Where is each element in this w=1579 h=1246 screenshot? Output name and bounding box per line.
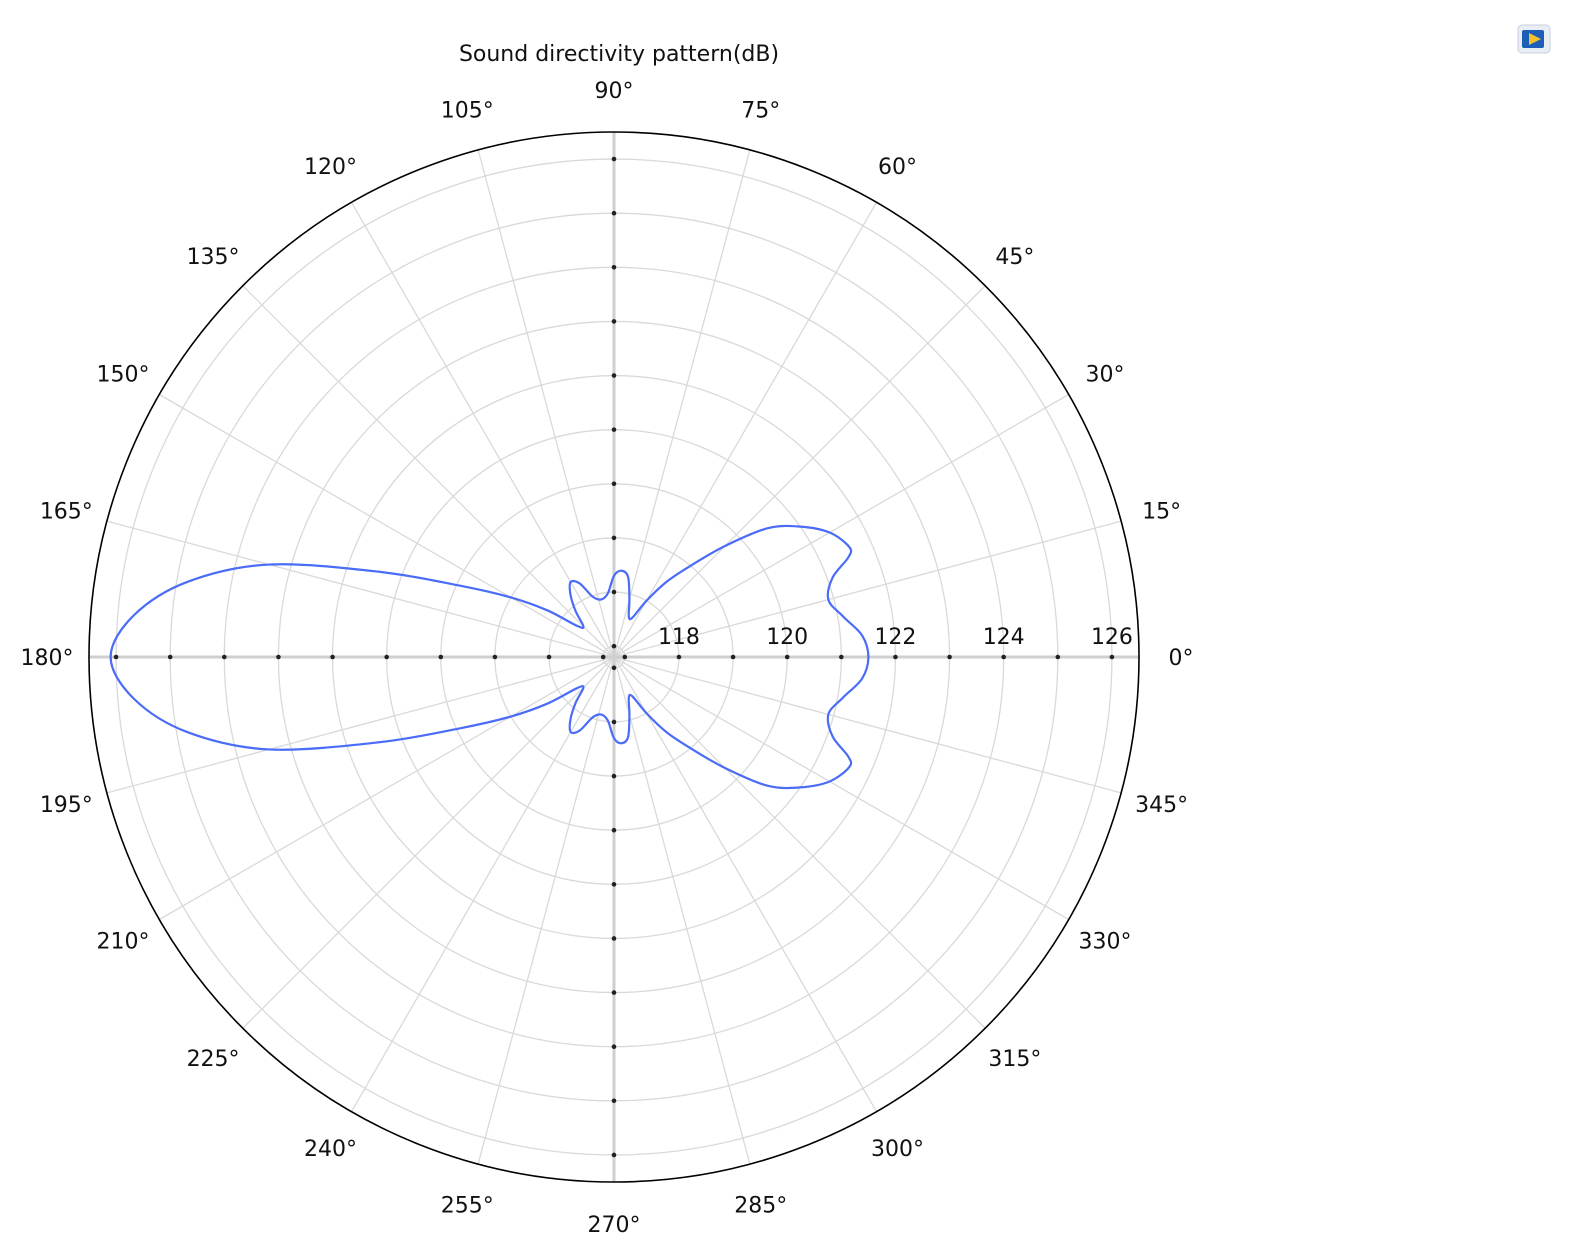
chart-title: Sound directivity pattern(dB) (459, 42, 779, 67)
grid-spoke (613, 149, 751, 658)
axis-tick-mark (893, 654, 898, 660)
angle-tick-label: 180° (21, 646, 74, 671)
axis-tick-mark (600, 654, 606, 660)
angle-tick-label: 270° (588, 1213, 641, 1238)
angle-tick-label: 330° (1079, 930, 1132, 955)
angle-tick-label: 315° (988, 1047, 1041, 1072)
axis-tick-mark (276, 654, 281, 660)
grid-spoke (106, 520, 615, 658)
axis-tick-mark (611, 1098, 617, 1104)
angle-tick-label: 45° (995, 245, 1034, 270)
angle-tick-label: 75° (741, 98, 780, 123)
axis-tick-mark (611, 156, 617, 162)
radial-tick-label: 118 (658, 625, 700, 650)
axis-tick-mark (730, 654, 736, 660)
angle-tick-label: 150° (96, 363, 149, 388)
axis-tick-mark (1001, 654, 1006, 660)
axis-tick-mark (947, 654, 952, 660)
radial-tick-label: 126 (1091, 625, 1133, 650)
axis-tick-mark (611, 936, 617, 941)
axis-tick-mark (611, 319, 617, 324)
axis-tick-mark (611, 265, 617, 270)
angle-tick-label: 210° (96, 930, 149, 955)
axis-tick-mark (611, 773, 617, 779)
grid-spoke (613, 202, 878, 658)
grid-spoke (159, 656, 615, 921)
axis-tick-mark (167, 654, 173, 660)
axis-tick-mark (784, 654, 790, 660)
grid-spoke (477, 149, 615, 658)
angle-tick-label: 90° (595, 79, 634, 104)
axis-tick-mark (611, 990, 617, 995)
axis-tick-mark (611, 589, 617, 595)
angle-tick-label: 0° (1169, 646, 1194, 671)
angle-tick-label: 30° (1086, 363, 1125, 388)
grid-spoke (242, 285, 615, 658)
axis-tick-mark (676, 654, 682, 660)
grid-spoke (613, 285, 986, 658)
grid-spoke (350, 202, 615, 658)
angle-tick-label: 300° (871, 1137, 924, 1162)
polar-grid (88, 131, 1140, 1183)
angle-tick-label: 225° (187, 1047, 240, 1072)
axis-tick-mark (330, 654, 335, 660)
angle-tick-label: 345° (1135, 793, 1188, 818)
radial-tick-label: 122 (874, 625, 916, 650)
outer-ring (88, 131, 1140, 1183)
axis-tick-mark (113, 654, 119, 660)
axis-tick-mark (222, 654, 227, 660)
radial-tick-label: 124 (983, 625, 1025, 650)
axis-tick-mark (622, 654, 628, 660)
angle-tick-label: 135° (187, 245, 240, 270)
grid-spoke (106, 656, 615, 794)
axis-tick-mark (611, 665, 617, 671)
grid-spoke (613, 656, 878, 1112)
axis-tick-mark (438, 654, 444, 660)
grid-spoke (350, 656, 615, 1112)
axis-tick-mark (1109, 654, 1115, 660)
angle-tick-label: 285° (734, 1194, 787, 1219)
axis-tick-mark (611, 535, 617, 541)
axis-tick-mark (492, 654, 498, 660)
axis-tick-mark (611, 210, 617, 216)
series-layer (109, 524, 870, 790)
grid-spoke (613, 656, 1122, 794)
axis-tick-mark (546, 654, 552, 660)
radial-tick-label: 120 (766, 625, 808, 650)
angle-tick-label: 60° (878, 155, 917, 180)
axis-tick-mark (839, 654, 844, 660)
axis-tick-mark (611, 1152, 617, 1158)
grid-spoke (613, 656, 1069, 921)
grid-spoke (159, 393, 615, 658)
axis-tick-mark (611, 827, 617, 833)
angle-tick-label: 165° (40, 499, 93, 524)
directivity-series-line (109, 524, 870, 790)
angle-tick-label: 240° (304, 1137, 357, 1162)
axis-tick-mark (611, 719, 617, 725)
axis-tick-mark (611, 373, 617, 378)
app-logo-icon (1517, 24, 1551, 54)
angle-tick-label: 255° (441, 1194, 494, 1219)
axis-tick-mark (611, 481, 617, 487)
axis-tick-mark (611, 427, 617, 432)
axis-tick-mark (1055, 654, 1061, 660)
axis-tick-mark (384, 654, 389, 660)
axis-labels: 118 120 122 124 126 0° 15° 30° 45° 60° 75° 90° 105° 1… (21, 79, 1194, 1238)
axis-tick-mark (611, 882, 617, 887)
axis-tick-mark (611, 643, 617, 649)
angle-tick-label: 15° (1142, 499, 1181, 524)
grid-spoke (242, 656, 615, 1029)
grid-spoke (613, 656, 986, 1029)
angle-tick-label: 195° (40, 793, 93, 818)
grid-spoke (613, 656, 751, 1165)
grid-spoke (613, 520, 1122, 658)
grid-spoke (613, 393, 1069, 658)
axis-tick-mark (611, 1044, 617, 1049)
angle-tick-label: 120° (304, 155, 357, 180)
grid-spoke (477, 656, 615, 1165)
angle-tick-label: 105° (441, 98, 494, 123)
